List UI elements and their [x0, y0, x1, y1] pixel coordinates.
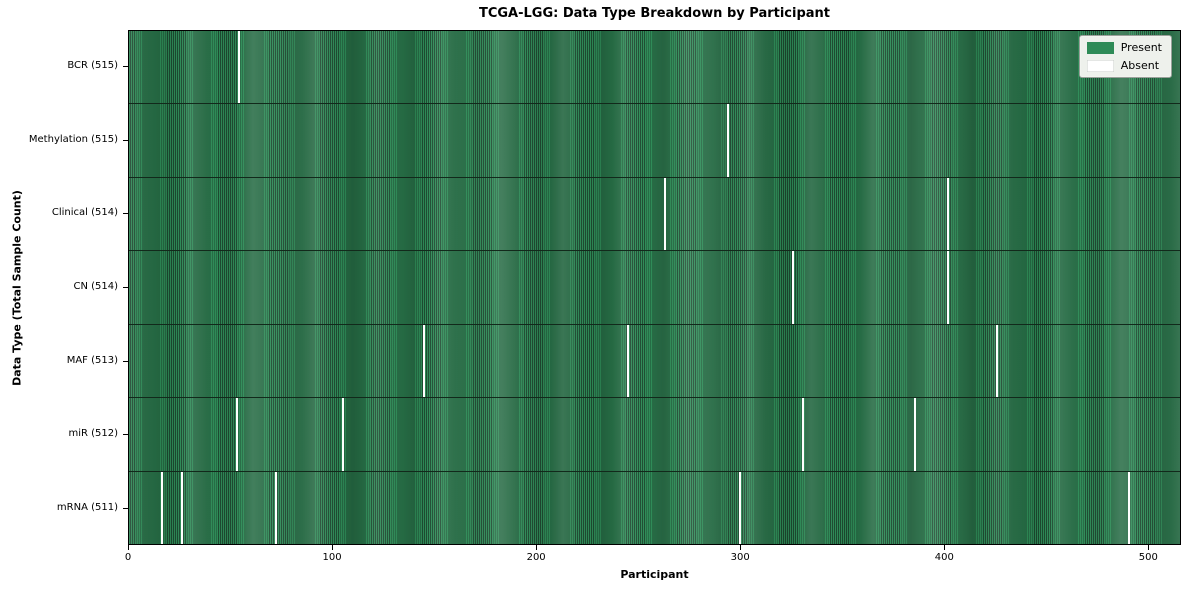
y-tick-mark [123, 287, 128, 288]
y-tick-label-CN: CN (514) [73, 281, 118, 292]
present-swatch-icon [1086, 41, 1114, 54]
legend-entry-present: Present [1086, 41, 1162, 54]
heatmap-row-Methylation [129, 103, 1180, 178]
y-tick-label-BCR: BCR (515) [67, 60, 118, 72]
absent-line [160, 471, 163, 544]
heatmap-row-BCR [129, 31, 1180, 104]
absent-line [946, 177, 949, 251]
heatmap-row-MAF [129, 323, 1180, 398]
plot-area [128, 30, 1181, 545]
x-tick-mark [740, 545, 742, 550]
absent-line [1128, 471, 1131, 544]
absent-swatch-icon [1086, 59, 1114, 72]
absent-line [739, 471, 742, 544]
absent-line [914, 398, 917, 471]
absent-line [726, 104, 729, 177]
y-tick-mark [123, 66, 128, 68]
x-tick-label-200: 200 [526, 552, 546, 563]
y-tick-label-MAF: MAF (513) [66, 354, 118, 366]
absent-line [663, 177, 666, 251]
absent-line [627, 324, 630, 398]
x-tick-mark [128, 545, 129, 550]
legend: Present Absent [1078, 35, 1172, 78]
x-tick-mark [332, 545, 334, 550]
absent-line [235, 398, 239, 471]
x-tick-mark [536, 545, 538, 550]
y-tick-label-Clinical: Clinical (514) [51, 207, 118, 219]
legend-label-present: Present [1120, 41, 1162, 54]
legend-entry-absent: Absent [1086, 59, 1162, 72]
absent-line [180, 471, 184, 544]
heatmap-row-miR [129, 397, 1180, 471]
y-tick-mark [123, 139, 128, 141]
absent-line [341, 398, 344, 471]
absent-line [995, 324, 998, 398]
chart-title: TCGA-LGG: Data Type Breakdown by Partici… [478, 6, 831, 21]
y-tick-mark [123, 434, 128, 436]
absent-line [802, 398, 805, 471]
y-tick-mark [123, 213, 128, 215]
absent-line [274, 471, 277, 544]
y-tick-label-miR: miR (512) [68, 428, 118, 440]
x-tick-label-0: 0 [124, 552, 132, 563]
y-tick-mark [123, 507, 128, 509]
absent-line [792, 251, 795, 324]
x-tick-label-500: 500 [1138, 552, 1158, 563]
legend-label-absent: Absent [1120, 59, 1160, 72]
x-tick-label-100: 100 [322, 552, 342, 563]
x-axis-label: Participant [620, 568, 689, 581]
y-tick-label-Methylation: Methylation (515) [28, 133, 118, 145]
x-tick-mark [1148, 545, 1150, 550]
absent-line [423, 324, 426, 398]
x-tick-mark [944, 545, 946, 550]
heatmap-row-mRNA [129, 470, 1180, 545]
x-tick-label-400: 400 [934, 552, 954, 563]
heatmap-row-Clinical [129, 176, 1180, 251]
x-tick-label-300: 300 [730, 552, 750, 563]
heatmap-row-CN [129, 250, 1180, 325]
absent-line [237, 31, 241, 104]
absent-line [946, 251, 949, 324]
y-tick-label-mRNA: mRNA (511) [56, 501, 118, 513]
y-tick-mark [123, 360, 128, 362]
